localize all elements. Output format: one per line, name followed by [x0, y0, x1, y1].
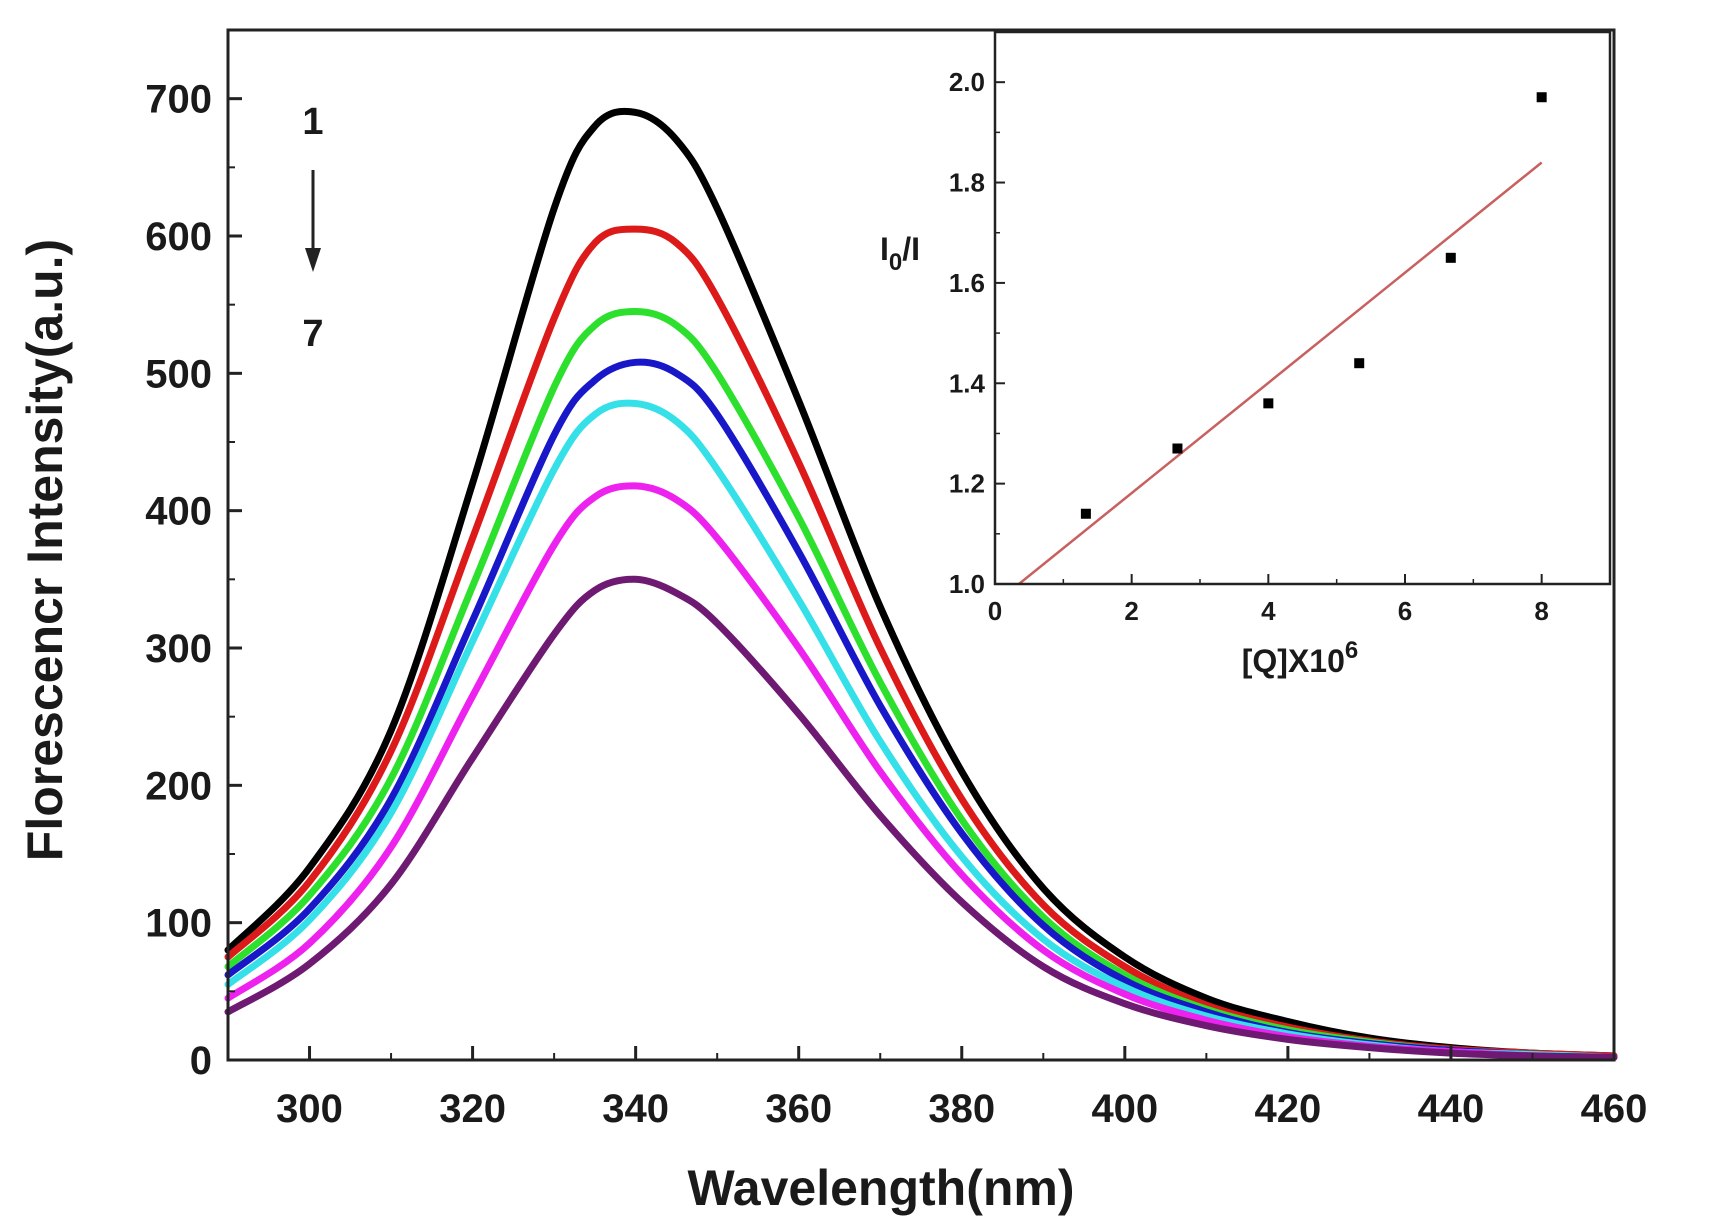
- inset-y-axis-label: I0/I: [880, 231, 920, 276]
- data-point-4: [1354, 358, 1365, 369]
- emission-curves: [224, 107, 1618, 1061]
- inset-y-ticks: 1.0 1.2 1.4 1.6 1.8 2.0: [949, 67, 1005, 599]
- inset-x-axis-label-superscript: 6: [1345, 637, 1358, 664]
- main-y-axis-label: Florescencr Intensity(a.u.): [17, 239, 73, 861]
- main-x-axis-label: Wavelength(nm): [687, 1160, 1074, 1216]
- y-tick-label-0: 0: [190, 1039, 212, 1083]
- arrow-head: [305, 248, 321, 272]
- data-point-1: [1080, 508, 1091, 519]
- inset-x-tick-label-8: 8: [1534, 596, 1548, 626]
- data-point-3: [1263, 398, 1274, 409]
- x-tick-label-340: 340: [602, 1087, 669, 1131]
- x-tick-label-400: 400: [1091, 1087, 1158, 1131]
- main-x-ticks: 300 320 340 360 380 400 420 440 460: [276, 1046, 1647, 1131]
- x-tick-label-360: 360: [765, 1087, 832, 1131]
- y-tick-label-200: 200: [145, 764, 212, 808]
- inset-x-ticks: 0 2 4 6 8: [988, 574, 1611, 626]
- main-chart: 300 320 340 360 380 400 420 440 460 010020030040…: [17, 28, 1647, 1216]
- main-plot-frame: [226, 28, 1616, 1062]
- inset-x-tick-label-2: 2: [1124, 596, 1138, 626]
- inset-y-tick-label-5: 2.0: [949, 67, 985, 97]
- y-tick-label-300: 300: [145, 627, 212, 671]
- inset-y-tick-label-2: 1.4: [949, 368, 986, 398]
- x-tick-label-440: 440: [1418, 1087, 1485, 1131]
- inset-background: [995, 32, 1610, 584]
- y-tick-label-400: 400: [145, 490, 212, 534]
- inset-x-tick-label-6: 6: [1398, 596, 1412, 626]
- linear-fit: [1018, 161, 1543, 585]
- data-point-2: [1172, 443, 1183, 454]
- inset-y-axis-label-suffix: /I: [902, 231, 920, 267]
- inset-y-tick-label-0: 1.0: [949, 569, 985, 599]
- y-tick-label-700: 700: [145, 78, 212, 122]
- series-order-last-label: 7: [302, 313, 323, 355]
- inset-points: [1080, 92, 1547, 519]
- y-tick-label-500: 500: [145, 352, 212, 396]
- curve-7: [224, 575, 1618, 1061]
- inset-fit-line: [1018, 161, 1543, 585]
- data-point-6: [1536, 92, 1547, 103]
- x-tick-label-420: 420: [1255, 1087, 1322, 1131]
- x-tick-label-300: 300: [276, 1087, 343, 1131]
- inset-x-axis-label: [Q]X106: [1242, 637, 1359, 679]
- inset-y-tick-label-4: 1.8: [949, 168, 985, 198]
- inset-x-axis-label-base: [Q]X10: [1242, 643, 1345, 679]
- inset-x-tick-label-4: 4: [1261, 596, 1276, 626]
- data-point-5: [1445, 252, 1456, 263]
- inset-y-tick-label-3: 1.6: [949, 268, 985, 298]
- curve-1: [224, 107, 1618, 1060]
- inset-y-axis-label-base: I: [880, 231, 889, 267]
- series-order-first-label: 1: [302, 101, 323, 143]
- y-tick-label-600: 600: [145, 215, 212, 259]
- x-tick-label-320: 320: [439, 1087, 506, 1131]
- y-tick-label-100: 100: [145, 902, 212, 946]
- series-order-arrow: [305, 170, 321, 272]
- inset-plot-frame: [993, 30, 1612, 586]
- inset-y-tick-label-1: 1.2: [949, 469, 985, 499]
- x-tick-label-460: 460: [1581, 1087, 1648, 1131]
- main-y-ticks: 0 100 200 300 400 500 600 700: [145, 29, 242, 1083]
- x-tick-label-380: 380: [928, 1087, 995, 1131]
- inset-y-axis-label-subscript: 0: [889, 249, 902, 276]
- inset-x-tick-label-0: 0: [988, 596, 1002, 626]
